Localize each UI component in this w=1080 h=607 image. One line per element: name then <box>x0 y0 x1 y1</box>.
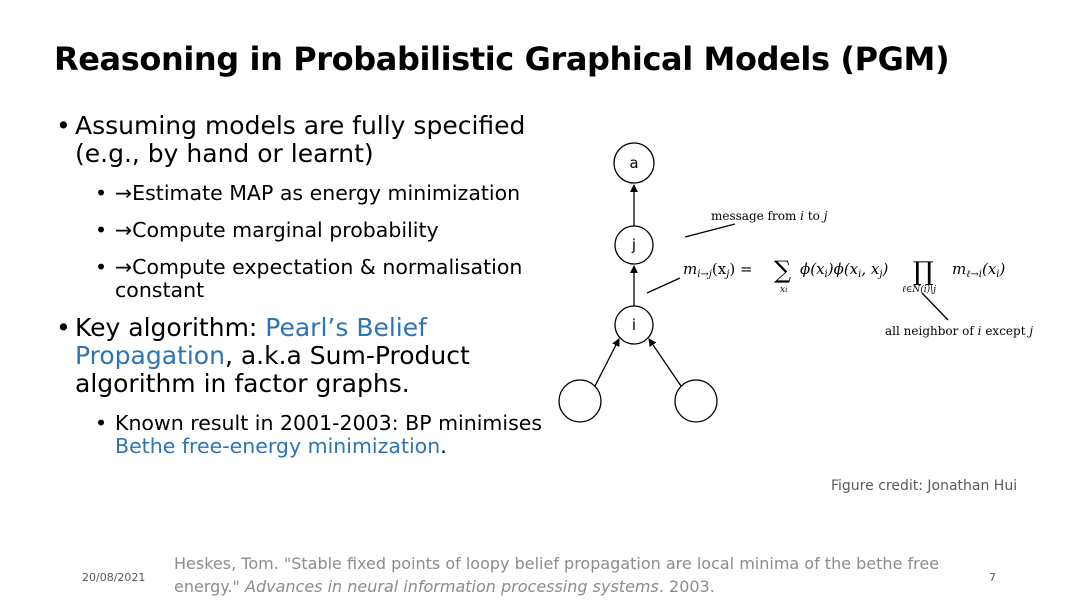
svg-text:mi→j(xj) =: mi→j(xj) = <box>683 260 753 280</box>
belief-propagation-link[interactable]: Pearl’s Belief Propagation <box>75 313 427 370</box>
reference-text: Heskes, Tom. "Stable fixed points of loo… <box>174 554 940 596</box>
sub-bullet-map: →Estimate MAP as energy minimization <box>95 182 576 206</box>
node-a-label: a <box>629 154 638 172</box>
svg-text:∏: ∏ <box>913 257 934 287</box>
sub-bullet-marginal: →Compute marginal probability <box>95 219 576 243</box>
edge-right-to-i <box>648 338 682 387</box>
sub-bullet-expectation: →Compute expectation & normalisation con… <box>95 256 576 302</box>
annotation-neighbors: all neighbor of i except j <box>885 324 1033 338</box>
svg-text:∑: ∑ <box>774 256 791 284</box>
node-left-leaf <box>558 379 602 423</box>
svg-text:ℓ∈N(i)\j: ℓ∈N(i)\j <box>902 284 936 295</box>
edge-left-to-i <box>594 338 620 387</box>
key-algorithm-text-rest: , a.k.a Sum-Product algorithm in factor … <box>75 341 470 398</box>
svg-text:xi: xi <box>780 285 787 295</box>
key-algorithm-text: Key algorithm: <box>75 313 266 342</box>
reference-journal: Advances in neural information processin… <box>245 577 659 596</box>
node-i-label: i <box>632 316 636 334</box>
sub-bullet-known-result: Known result in 2001-2003: BP minimises … <box>95 412 576 458</box>
pointer-bottom <box>921 292 949 321</box>
bp-message-formula: mi→j(xj) = ∑ xi ϕ(xi)ϕ(xi, xj) ∏ ℓ∈N(i)\… <box>683 256 1006 295</box>
pointer-formula <box>646 277 681 294</box>
pointer-top <box>684 223 736 238</box>
message-passing-figure: a j i message from i to j mi→j(xj) = ∑ x… <box>558 142 1033 423</box>
node-a-circle <box>613 142 655 184</box>
known-result-period: . <box>440 434 447 458</box>
reference-year: . 2003. <box>658 577 715 596</box>
node-j-label: j <box>631 236 636 254</box>
bethe-free-energy-link[interactable]: Bethe free-energy minimization <box>115 434 441 458</box>
svg-text:mℓ→i(xi): mℓ→i(xi) <box>952 260 1006 280</box>
bullet-list: Assuming models are fully specified (e.g… <box>56 112 576 472</box>
svg-text:ϕ(xi)ϕ(xi, xj): ϕ(xi)ϕ(xi, xj) <box>800 260 888 280</box>
known-result-text: Known result in 2001-2003: BP minimises <box>115 411 543 435</box>
annotation-message: message from i to j <box>711 209 828 223</box>
node-right-leaf <box>674 379 718 423</box>
footer-date: 20/08/2021 <box>82 571 146 584</box>
figure-credit: Figure credit: Jonathan Hui <box>831 478 1018 494</box>
footer-reference: Heskes, Tom. "Stable fixed points of loo… <box>174 552 974 598</box>
slide-title: Reasoning in Probabilistic Graphical Mod… <box>54 40 950 78</box>
page-number: 7 <box>989 571 996 584</box>
bullet-key-algorithm: Key algorithm: Pearl’s Belief Propagatio… <box>56 314 576 398</box>
bullet-assumption: Assuming models are fully specified (e.g… <box>56 112 576 168</box>
